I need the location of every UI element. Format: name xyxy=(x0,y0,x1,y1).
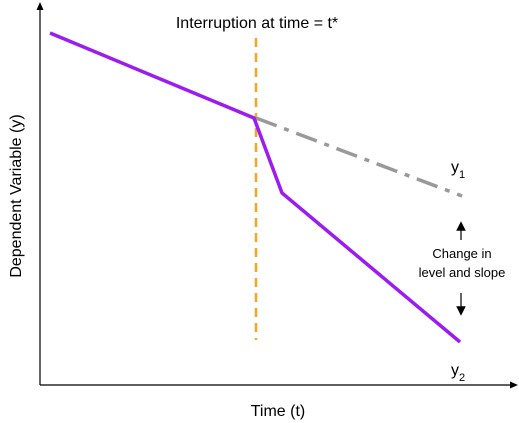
y2-label-subscript: 2 xyxy=(459,372,465,384)
y2-label: y2 xyxy=(451,362,465,384)
y1-label-subscript: 1 xyxy=(459,169,465,181)
y1-label-base: y xyxy=(451,159,459,176)
counterfactual-trend-line xyxy=(255,116,463,198)
annotation-line-1: Change in xyxy=(432,246,491,261)
y2-label-base: y xyxy=(451,362,459,379)
diagram-title: Interruption at time = t* xyxy=(176,15,338,32)
annotation-line-2: level and slope xyxy=(419,265,506,280)
x-axis-label: Time (t) xyxy=(251,403,306,420)
x-axis-arrowhead xyxy=(510,381,518,389)
y-axis-arrowhead xyxy=(36,2,44,10)
y1-label: y1 xyxy=(451,159,465,181)
y-axis-label: Dependent Variable (y) xyxy=(8,114,25,277)
actual-trend-line xyxy=(49,31,462,344)
